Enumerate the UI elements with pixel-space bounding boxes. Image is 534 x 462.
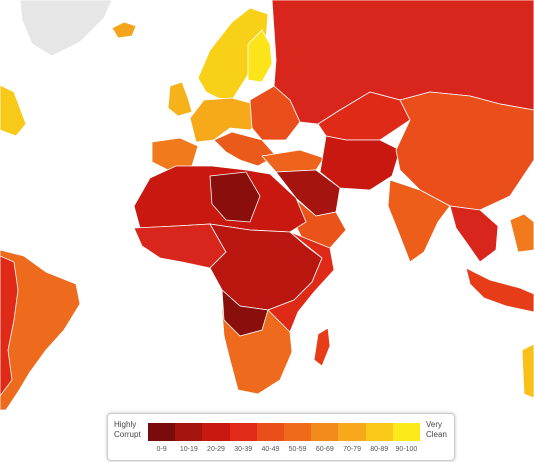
japan-philippines (509, 213, 534, 253)
south-america (0, 249, 81, 411)
legend-swatch (311, 423, 339, 441)
iberia (151, 137, 199, 171)
congo-drc (221, 289, 269, 337)
legend-bin-label: 30-39 (234, 446, 253, 453)
legend-bin-label: 20-29 (207, 446, 225, 453)
indonesia (465, 267, 534, 313)
legend-swatch (175, 423, 203, 441)
legend-bin-label: 60-69 (315, 446, 334, 453)
finland (247, 29, 273, 83)
legend-swatch (392, 423, 421, 441)
legend-bar (148, 423, 421, 441)
legend-bin-label: 0-9 (156, 446, 167, 453)
legend-swatch (202, 423, 230, 441)
legend: Highly Corrupt 0-9 10-19 20-29 30-39 40-49 50… (107, 413, 455, 461)
legend-swatch (284, 423, 312, 441)
legend-bin-label: 70-79 (343, 446, 361, 453)
legend-bin-label: 40-49 (261, 446, 280, 453)
legend-bin-label: 10-19 (179, 446, 198, 453)
legend-swatch (148, 423, 176, 441)
china (395, 91, 534, 211)
iceland (111, 21, 137, 39)
libya-sudan (209, 171, 261, 223)
australia (521, 343, 534, 399)
central-asia (319, 135, 401, 191)
legend-high-label: Very Clean (426, 420, 447, 439)
greenland (19, 0, 113, 57)
legend-labels: 0-9 10-19 20-29 30-39 40-49 50-59 60-69 70-79 80… (148, 446, 420, 453)
india (387, 179, 451, 263)
legend-low-label: Highly Corrupt (114, 420, 141, 439)
west-africa (133, 223, 227, 269)
legend-swatch (256, 423, 285, 441)
legend-bin-label: 50-59 (288, 446, 307, 453)
legend-swatch (338, 423, 366, 441)
legend-swatch (365, 423, 393, 441)
uk (167, 81, 193, 117)
madagascar (313, 327, 331, 367)
legend-bin-label: 80-89 (370, 446, 389, 453)
legend-swatch (229, 423, 257, 441)
world-map (0, 0, 534, 411)
andes (0, 255, 19, 397)
legend-bin-label: 90-100 (395, 446, 418, 453)
turkey (261, 149, 325, 173)
canada-edge (0, 84, 27, 137)
southeast-asia (449, 205, 499, 263)
